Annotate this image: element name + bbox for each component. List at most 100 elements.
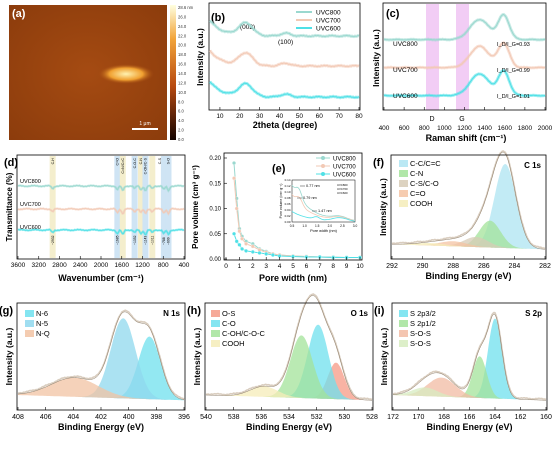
legend-swatch — [399, 170, 408, 177]
ftir-bottom-label: ~2932 — [51, 235, 55, 245]
xps-title-g: N 1s — [163, 309, 180, 318]
ylabel-f: Intensity (a.u.) — [378, 178, 388, 236]
pore-point — [264, 251, 269, 256]
ftir-top-label: C-H — [51, 158, 55, 165]
pore-point — [250, 244, 255, 249]
panel-label-d: (d) — [4, 157, 18, 169]
ftir-curve-line — [17, 184, 185, 192]
ftir-curves — [17, 184, 185, 237]
xps-component-h — [206, 335, 372, 401]
x-tick-label: 60 — [316, 113, 324, 120]
x-ticks-b: 10 20 30 40 50 60 70 80 — [216, 107, 363, 120]
ftir-top-label: C-O-C — [133, 158, 137, 169]
ftir-top-label: C-S — [158, 157, 162, 164]
x-ticks-d: 3600 3200 2800 2400 2000 1600 1200 800 400 — [11, 256, 190, 269]
y-tick-label: 0.10 — [209, 207, 221, 213]
xlabel-d: Wavenumber (cm⁻¹) — [58, 273, 143, 283]
xrd-curve-uvc700 — [208, 49, 360, 69]
series-label-uvc700-d: UVC700 — [20, 202, 41, 208]
ratio-uvc800: I_D/I_G=0.93 — [497, 42, 530, 48]
raman-curve-line — [383, 69, 546, 97]
legend-label: C-N — [410, 169, 423, 178]
scale-bar-label: 1 μm — [139, 121, 150, 127]
xps-title-i: S 2p — [525, 309, 542, 318]
ftir-band — [149, 156, 156, 258]
legend-label: S-O-S — [410, 329, 431, 338]
raman-curve-line — [383, 42, 546, 69]
panel-d: (d) UVC800 UVC700 UVC600 C-H C=O C=N/C=C C-… — [4, 154, 190, 283]
legend-label: C-O — [222, 319, 236, 328]
x-tick-label: 6 — [305, 263, 309, 270]
legend-marker — [321, 156, 325, 160]
x-tick-label: 1400 — [477, 125, 492, 132]
legend-label-uvc600: UVC600 — [316, 26, 341, 33]
colorbar-tick-label: 2.0 — [178, 128, 184, 133]
ftir-band — [142, 156, 149, 258]
colorbar-tick-label: 18.0 — [178, 52, 187, 57]
xps-component-f — [392, 243, 545, 250]
inset-annotation: 1.47 nm — [318, 209, 332, 213]
xlabel-b: 2theta (degree) — [253, 120, 318, 130]
pore-point — [250, 249, 255, 254]
x-tick-label: 400 — [379, 125, 390, 132]
xps-raw-g — [17, 309, 185, 400]
inset-curve — [291, 194, 356, 222]
ftir-top-label: C-OH/C-S — [144, 157, 148, 174]
panel-label-e: (e) — [272, 163, 286, 175]
x-tick-label: 400 — [179, 262, 190, 269]
legend-label-uvc700: UVC700 — [316, 18, 341, 25]
plot-frame-f — [390, 154, 547, 260]
band-label-g: G — [459, 116, 464, 123]
legend-label-uvc800: UVC800 — [333, 156, 356, 162]
x-tick-label: 292 — [386, 263, 398, 270]
x-tick-label: 534 — [283, 414, 295, 421]
legend-e: UVC800 UVC700 UVC600 — [316, 156, 356, 178]
pore-point — [232, 176, 236, 181]
inset-y-tick: 0.06 — [285, 202, 291, 206]
pore-point — [270, 253, 275, 257]
x-tick-label: 1200 — [135, 262, 150, 269]
ylabel-h: Intensity (a.u.) — [192, 328, 202, 386]
legend-label-uvc700: UVC700 — [333, 164, 356, 170]
x-tick-label: 3200 — [32, 262, 47, 269]
inset-x-tick: 2.5 — [340, 224, 345, 228]
x-tick-label: 286 — [478, 263, 490, 270]
legend-label: COOH — [410, 199, 433, 208]
series-label-uvc700: UVC700 — [393, 67, 418, 74]
peak-label-100: (100) — [278, 39, 293, 46]
ftir-top-label: C=O — [116, 158, 120, 166]
x-tick-label: 800 — [419, 125, 430, 132]
x-tick-label: 408 — [12, 414, 24, 421]
xrd-curve-uvc600 — [208, 80, 360, 100]
series-label-uvc800: UVC800 — [393, 41, 418, 48]
pore-point — [237, 242, 242, 247]
panel-label-h: (h) — [187, 305, 201, 317]
y-tick-label: 0.20 — [209, 156, 221, 162]
ftir-bottom-label: ~1143 — [144, 236, 148, 245]
xps-component-f — [392, 164, 545, 250]
ftir-curve-line — [17, 207, 185, 215]
x-tick-label: 1000 — [437, 125, 452, 132]
inset-x-tick: 1.0 — [302, 224, 307, 228]
xps-component-g — [18, 318, 184, 401]
inset-curve — [291, 185, 356, 221]
x-ticks-c: 400 600 800 1000 1200 1400 1600 1800 2000 — [379, 107, 553, 132]
xrd-curve-line — [209, 50, 360, 68]
ftir-band — [131, 156, 138, 258]
x-tick-label: 538 — [228, 414, 240, 421]
xlabel-h: Binding Energy (eV) — [246, 422, 332, 432]
xps-component-f — [392, 237, 545, 250]
x-tick-label: 1600 — [115, 262, 130, 269]
x-tick-label: 8 — [331, 263, 335, 270]
legend-swatch — [211, 320, 220, 327]
ftir-bottom-label: ~699 — [167, 237, 171, 245]
ftir-top-label: C=N/C=C — [121, 158, 125, 174]
ftir-band — [119, 156, 126, 258]
x-tick-label: 284 — [509, 263, 521, 270]
xlabel-g: Binding Energy (eV) — [58, 422, 144, 432]
